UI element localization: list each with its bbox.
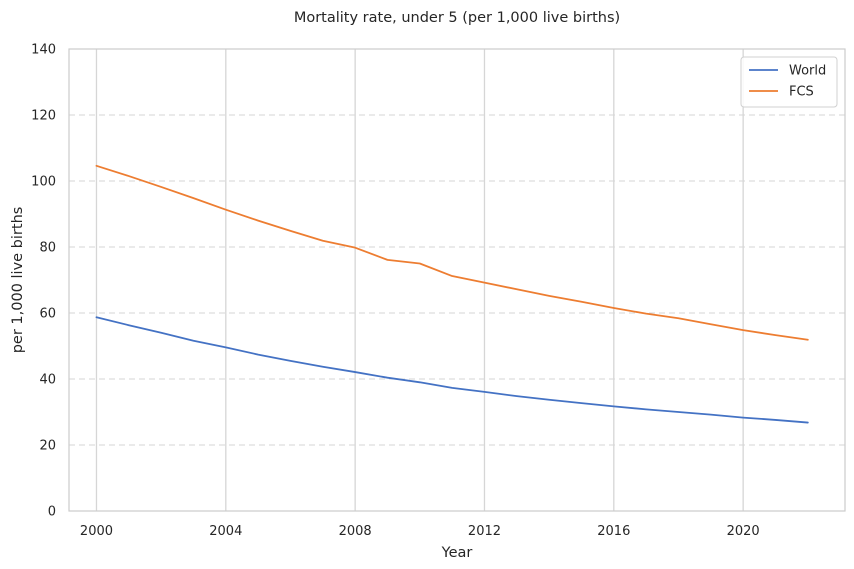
y-tick-label: 140	[31, 43, 56, 58]
series-line-fcs	[95, 164, 809, 341]
x-tick-label: 2012	[468, 524, 501, 539]
y-axis-title: per 1,000 live births	[10, 207, 26, 354]
y-tick-label: 60	[39, 307, 56, 322]
y-tick-label: 0	[48, 505, 56, 520]
legend: World FCS	[740, 56, 838, 108]
y-axis-ticks: 0 20 40 60 80 100 120 140	[31, 43, 56, 520]
x-axis-ticks: 2000 2004 2008 2012 2016 2020	[80, 524, 760, 539]
x-tick-label: 2016	[597, 524, 630, 539]
y-tick-label: 120	[31, 109, 56, 124]
legend-label-world: World	[789, 64, 826, 79]
y-tick-label: 80	[39, 241, 56, 256]
x-tick-label: 2000	[80, 524, 113, 539]
legend-label-fcs: FCS	[789, 85, 814, 100]
series-lines	[95, 164, 809, 424]
x-axis-title: Year	[441, 545, 473, 561]
x-tick-label: 2020	[727, 524, 760, 539]
y-tick-label: 100	[31, 175, 56, 190]
y-tick-label: 40	[39, 373, 56, 388]
plot-frame	[68, 48, 846, 512]
x-tick-label: 2004	[209, 524, 242, 539]
series-line-world	[95, 316, 809, 424]
x-tick-label: 2008	[339, 524, 372, 539]
y-tick-label: 20	[39, 439, 56, 454]
chart-title: Mortality rate, under 5 (per 1,000 live …	[294, 10, 620, 26]
grid	[69, 49, 845, 511]
